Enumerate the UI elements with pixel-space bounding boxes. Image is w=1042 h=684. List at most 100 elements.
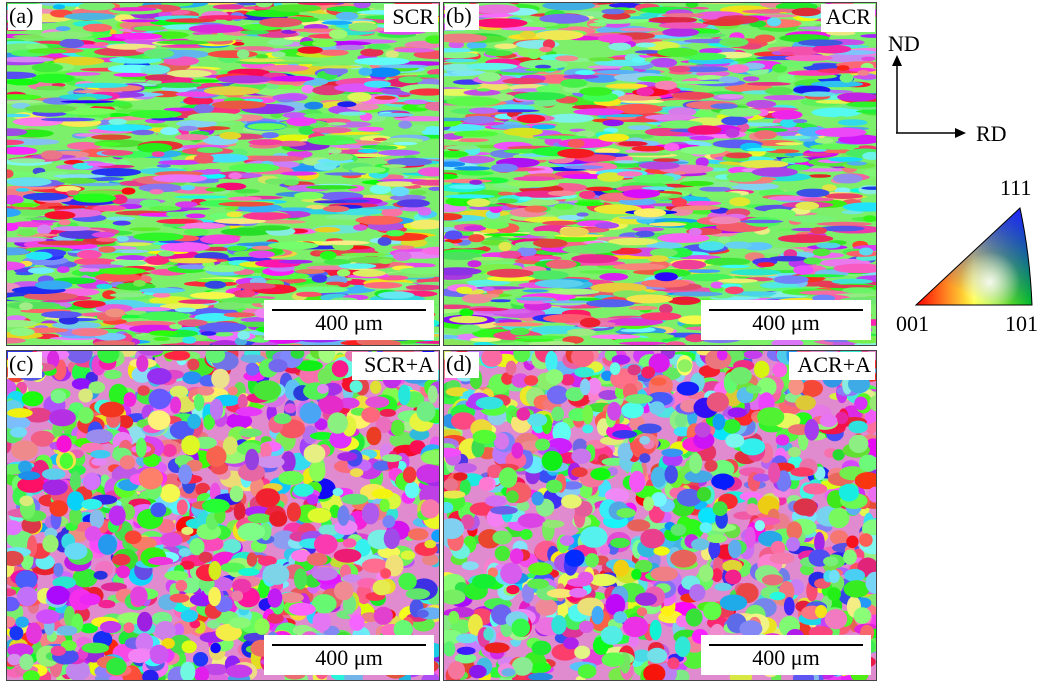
grain [149,645,168,664]
grain [294,192,324,200]
grain [98,534,117,555]
grain [688,125,722,135]
grain [813,248,831,256]
grain [181,527,193,535]
grain [456,287,472,294]
grain [380,409,396,417]
grain [842,287,874,293]
grain [200,235,240,245]
grain [314,227,340,233]
grain [56,435,71,452]
grain [206,187,226,191]
grain [458,325,480,333]
grain [320,251,337,260]
grain [379,259,393,265]
grain [495,546,510,561]
grain [279,260,313,264]
grain [657,48,698,57]
grain [658,22,708,29]
grain [296,292,322,297]
grain [247,552,257,566]
grain [746,148,776,152]
grain [650,620,662,641]
grain [435,34,487,43]
grain [711,474,734,490]
grain [210,643,221,654]
grain [719,76,740,83]
grain [860,34,890,38]
grain [223,539,241,553]
grain [66,190,78,195]
grain [102,150,134,156]
grain [51,390,67,404]
grain [773,275,808,284]
grain [758,262,775,267]
grain [118,242,152,246]
grain [218,75,272,83]
grain [170,386,188,398]
grain [150,189,164,194]
grain [201,331,217,336]
grain [248,250,274,258]
grain [144,49,174,59]
grain [182,640,197,653]
ebsd-map: (a)SCR400 μm [0,0,467,350]
grain [588,57,614,61]
grain [755,35,775,43]
grain [333,488,344,496]
grain [194,394,204,411]
grain [617,171,643,177]
grain [194,104,214,114]
grain [792,8,821,16]
grain [533,136,588,139]
grain [261,65,309,72]
grain [442,179,492,183]
grain [181,610,198,623]
grain [122,188,136,195]
grain [18,471,40,480]
grain [164,351,189,360]
grain [106,658,126,675]
grain [600,545,610,555]
grain [181,435,200,455]
grain [22,391,44,406]
grain [627,519,650,531]
grain [156,82,202,88]
grain [71,328,108,336]
grain [853,75,882,80]
grain [724,241,752,248]
grain [337,452,357,461]
grain [645,128,683,136]
grain [374,96,395,100]
grain [142,670,158,684]
grain [687,269,720,273]
grain [59,39,84,48]
grain [838,119,868,126]
grain [406,285,443,291]
grain [435,124,486,131]
grain [482,221,509,229]
grain [178,464,192,484]
grain [449,316,487,323]
grain [457,647,476,655]
grain [699,241,725,251]
grain [32,63,63,72]
grain [382,454,402,462]
grain [721,116,748,125]
grain [100,621,121,633]
grain [9,158,46,163]
grain [559,227,589,237]
grain [528,51,541,59]
grain [449,185,485,190]
grain [810,144,860,150]
grain [634,208,667,217]
grain [373,580,391,596]
grain [243,212,291,220]
grain [795,202,819,210]
grain [205,281,227,289]
grain [179,126,198,131]
grain [236,407,263,416]
grain [397,199,430,207]
grain [164,571,188,581]
grain [306,185,358,189]
